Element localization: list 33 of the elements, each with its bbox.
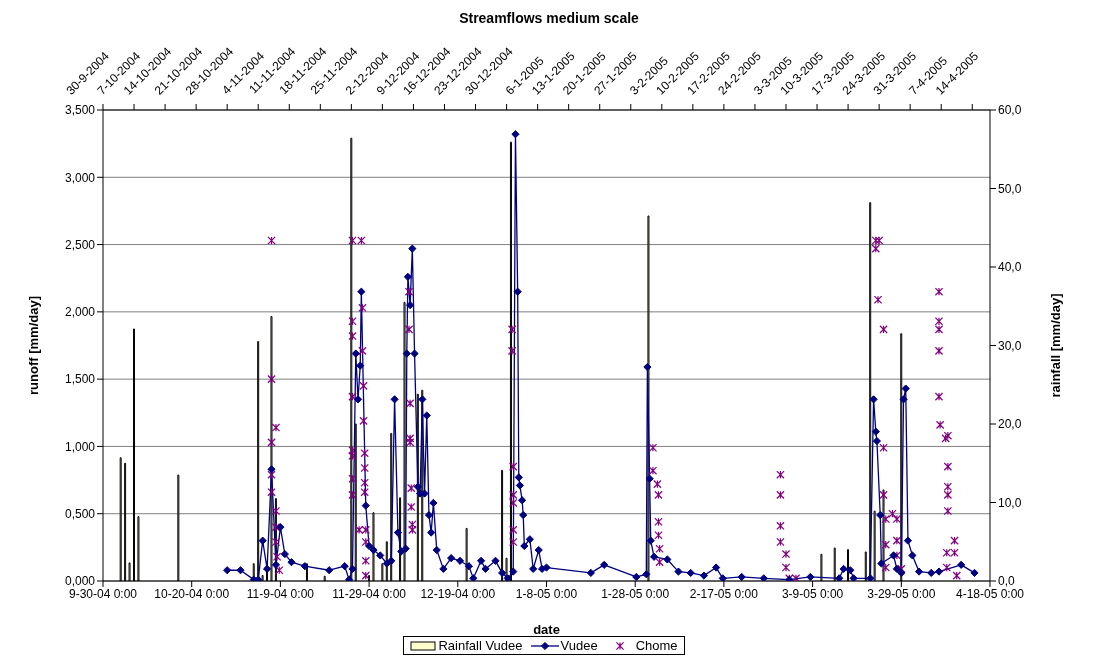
x-tick-label: 11-29-04 0:00 — [332, 586, 407, 601]
x-tick-label: 1-28-05 0:00 — [601, 586, 670, 601]
y2-tick-label: 20,0 — [998, 417, 1022, 432]
legend-label: Rainfall Vudee — [437, 638, 523, 653]
y-tick-label: 0,500 — [64, 506, 96, 521]
y2-axis-title: rainfall [mm/day] — [1047, 293, 1063, 398]
y-tick-label: 1,500 — [64, 372, 96, 387]
x-tick-label: 9-30-04 0:00 — [68, 586, 138, 601]
x-tick-label: 3-29-05 0:00 — [867, 586, 936, 601]
y-tick-label: 3,000 — [64, 170, 96, 185]
y-tick-label: 3,500 — [64, 103, 96, 118]
y2-tick-label: 50,0 — [998, 181, 1022, 196]
y2-tick-label: 30,0 — [998, 338, 1022, 353]
y-tick-label: 2,000 — [64, 305, 96, 320]
y2-tick-label: 10,0 — [998, 495, 1022, 510]
x-tick-label: 3-9-05 0:00 — [781, 586, 844, 601]
x-tick-label: 2-17-05 0:00 — [689, 586, 759, 601]
y2-tick-label: 60,0 — [998, 103, 1022, 118]
y2-tick-label: 0,0 — [998, 574, 1016, 589]
x-tick-label: 1-8-05 0:00 — [515, 586, 578, 601]
legend-label: Chome — [634, 638, 678, 653]
chart-title: Streamflows medium scale — [458, 9, 640, 28]
y-tick-label: 1,000 — [64, 439, 96, 454]
y-axis-title: runoff [mm/day] — [25, 296, 41, 395]
x-tick-label: 11-9-04 0:00 — [246, 586, 315, 601]
legend-label: Vudee — [559, 638, 598, 653]
x-axis-title: date — [533, 622, 560, 637]
y-tick-label: 0,000 — [64, 574, 96, 589]
y2-tick-label: 40,0 — [998, 260, 1022, 275]
x-tick-label: 10-20-04 0:00 — [154, 586, 230, 601]
y-tick-label: 2,500 — [64, 237, 96, 252]
x-tick-label: 12-19-04 0:00 — [420, 586, 496, 601]
x-tick-label: 4-18-05 0:00 — [955, 586, 1025, 601]
